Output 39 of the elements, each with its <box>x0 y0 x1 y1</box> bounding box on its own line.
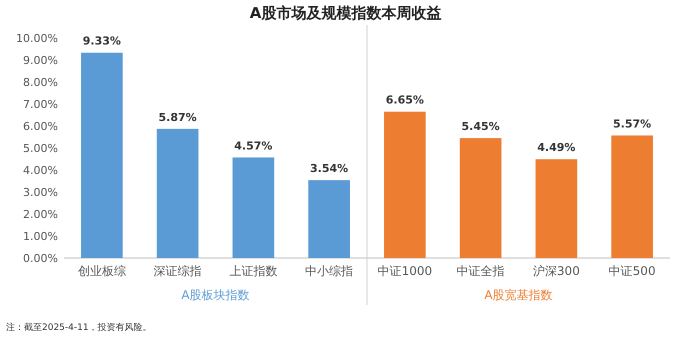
y-tick-label: 3.00% <box>23 186 58 199</box>
y-tick-label: 7.00% <box>23 98 58 111</box>
data-label: 6.65% <box>386 94 424 107</box>
text: A股宽基指数 <box>484 288 553 302</box>
text: 注：截至2025-4-11，投资有风险。 <box>6 322 152 333</box>
y-tick-label: 9.00% <box>23 54 58 67</box>
data-label: 9.33% <box>82 34 121 48</box>
y-tick-label: 6.00% <box>23 120 58 133</box>
y-tick-label: 8.00% <box>23 76 58 89</box>
bar <box>81 52 123 258</box>
bar <box>156 128 198 258</box>
x-tick-label: 深证综指 <box>154 264 202 278</box>
x-tick-label: 沪深300 <box>532 264 580 278</box>
y-tick-label: 4.00% <box>23 164 58 177</box>
data-label: 3.54% <box>310 162 348 176</box>
bar <box>611 135 653 258</box>
chart-title: A股市场及规模指数本周收益 <box>250 4 442 22</box>
bar <box>536 159 578 258</box>
x-tick-label: 中证1000 <box>378 264 432 278</box>
data-label: 5.57% <box>613 117 652 130</box>
bar <box>384 112 426 258</box>
y-tick-label: 1.00% <box>23 230 58 243</box>
x-tick-label: 中小综指 <box>305 264 354 278</box>
data-label: 4.57% <box>234 139 272 152</box>
x-tick-label: 中证500 <box>608 264 656 278</box>
bar <box>460 138 502 258</box>
text: A股板块指数 <box>181 288 250 302</box>
data-label: 4.49% <box>537 141 576 154</box>
x-tick-label: 上证指数 <box>229 264 278 278</box>
data-label: 5.45% <box>462 120 500 134</box>
x-tick-label: 创业板综 <box>78 264 126 278</box>
y-tick-label: 0.00% <box>23 252 58 265</box>
y-tick-label: 2.00% <box>23 208 58 221</box>
bar <box>232 157 274 258</box>
bar <box>308 180 350 258</box>
y-tick-label: 10.00% <box>16 32 58 45</box>
x-tick-label: 中证全指 <box>456 264 505 278</box>
y-tick-label: 5.00% <box>23 142 58 155</box>
data-label: 5.87% <box>158 110 197 124</box>
